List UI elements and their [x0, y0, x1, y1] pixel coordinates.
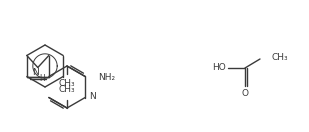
- Text: CH₃: CH₃: [272, 53, 289, 62]
- Text: NH₂: NH₂: [98, 73, 115, 82]
- Text: H: H: [39, 74, 45, 83]
- Text: CH₃: CH₃: [59, 86, 75, 95]
- Text: HO: HO: [212, 63, 226, 72]
- Text: N: N: [89, 92, 96, 101]
- Text: O: O: [242, 89, 248, 98]
- Text: CH₃: CH₃: [59, 79, 75, 88]
- Text: N: N: [32, 68, 39, 77]
